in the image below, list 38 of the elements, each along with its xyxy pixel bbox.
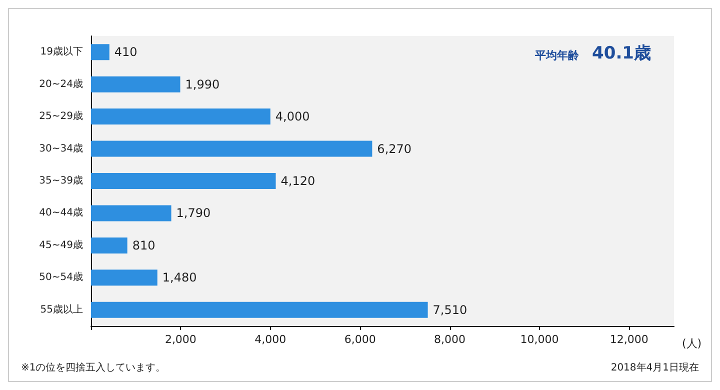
bar — [91, 270, 158, 286]
y-tick-label: 40~44歳 — [39, 206, 83, 219]
y-tick-label: 30~34歳 — [39, 142, 83, 154]
x-tick-label: 2,000 — [164, 333, 196, 346]
x-tick-label: 8,000 — [434, 333, 466, 346]
bar — [91, 108, 270, 125]
data-label: 4,000 — [275, 110, 310, 124]
y-tick-label: 55歳以上 — [40, 303, 83, 316]
y-tick-label: 25~29歳 — [39, 110, 83, 122]
bar — [91, 173, 276, 189]
data-label: 410 — [114, 45, 138, 60]
x-tick-label: 10,000 — [520, 333, 559, 346]
text: 2018年4月1日現在 — [610, 362, 700, 374]
data-label: 810 — [132, 238, 156, 252]
x-tick-label: 4,000 — [254, 333, 286, 346]
y-tick-label: 50~54歳 — [39, 271, 83, 284]
y-tick-label: 45~49歳 — [39, 238, 83, 251]
data-label: 7,510 — [432, 302, 468, 317]
y-tick-label: 20~24歳 — [39, 78, 83, 90]
annotation: 40.1歳 — [592, 44, 652, 64]
x-tick-label: 12,000 — [610, 333, 648, 346]
data-label: 1,990 — [185, 77, 220, 92]
bar — [91, 44, 110, 60]
annotation: 平均年齢 — [534, 49, 580, 62]
data-label: 6,270 — [377, 142, 412, 156]
bar — [91, 302, 428, 318]
y-tick-label: 19歳以下 — [40, 46, 83, 58]
data-label: 1,790 — [176, 206, 211, 220]
bar — [91, 205, 172, 222]
bar — [91, 140, 372, 157]
bar — [91, 237, 128, 254]
x-tick-label: 6,000 — [344, 333, 376, 346]
text: ※1の位を四捨五入しています。 — [21, 362, 166, 374]
bar — [91, 76, 180, 92]
data-label: 4,120 — [280, 174, 316, 188]
data-label: 1,480 — [162, 270, 197, 285]
x-axis-title: (人) — [682, 337, 702, 350]
y-tick-label: 35~39歳 — [39, 174, 83, 186]
